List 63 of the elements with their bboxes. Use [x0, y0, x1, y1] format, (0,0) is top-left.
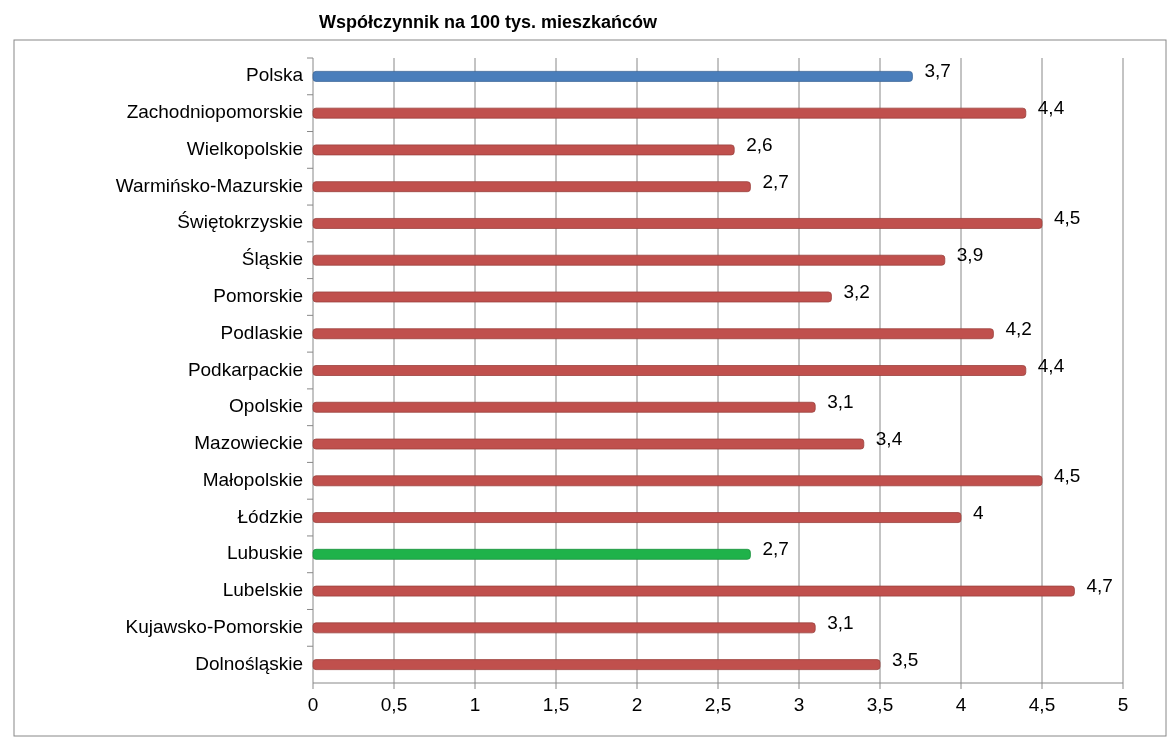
- y-tick-label: Świętokrzyskie: [177, 211, 303, 233]
- y-tick-label: Łódzkie: [237, 505, 303, 527]
- data-label: 3,7: [924, 60, 951, 82]
- x-tick-label: 2: [631, 694, 643, 715]
- data-label: 4: [973, 501, 984, 523]
- bar: [312, 548, 751, 560]
- x-tick-label: 4,5: [1028, 694, 1056, 715]
- data-label: 4,5: [1054, 464, 1081, 486]
- x-tick-label: 0: [307, 694, 319, 715]
- bar: [312, 218, 1043, 229]
- data-label: 4,4: [1037, 354, 1065, 376]
- data-label: 3,1: [827, 611, 854, 633]
- bar: [312, 254, 946, 266]
- x-tick-label: 3,5: [866, 694, 894, 715]
- data-label: 3,5: [892, 648, 919, 670]
- data-label: 3,9: [956, 244, 984, 266]
- data-label: 2,7: [762, 170, 789, 192]
- x-tick-label: 4: [955, 694, 967, 715]
- bar: [312, 328, 994, 340]
- data-label: 2,6: [746, 133, 773, 155]
- y-tick-label: Podlaskie: [220, 321, 303, 343]
- y-tick-label: Małopolskie: [202, 468, 303, 490]
- data-label: 4,7: [1086, 575, 1113, 597]
- bar: [312, 475, 1043, 487]
- x-tick-label: 5: [1117, 694, 1129, 715]
- chart-title: Współczynnik na 100 tys. mieszkańców: [318, 12, 659, 32]
- data-label: 3,2: [843, 280, 870, 302]
- bar: [312, 622, 816, 634]
- bar: [312, 438, 865, 450]
- y-tick-label: Dolnośląskie: [195, 652, 303, 674]
- bar: [312, 107, 1027, 119]
- data-label: 4,4: [1037, 97, 1065, 119]
- y-tick-label: Zachodniopomorskie: [126, 101, 303, 123]
- y-tick-label: Polska: [245, 64, 304, 86]
- y-tick-label: Pomorskie: [213, 284, 303, 306]
- y-tick-label: Mazowieckie: [194, 432, 303, 454]
- bar: [312, 659, 881, 671]
- bar: [312, 512, 962, 523]
- x-tick-label: 1: [469, 694, 481, 715]
- x-tick-label: 2,5: [704, 694, 732, 715]
- bar: [312, 181, 751, 193]
- y-tick-label: Kujawsko-Pomorskie: [125, 615, 303, 637]
- y-tick-label: Lubuskie: [226, 542, 303, 564]
- x-tick-label: 1,5: [542, 694, 570, 715]
- data-label: 4,5: [1054, 207, 1081, 229]
- y-tick-label: Opolskie: [229, 395, 303, 417]
- bar: [312, 365, 1027, 376]
- bar: [312, 401, 816, 413]
- bar: [312, 70, 913, 82]
- x-tick-label: 0,5: [380, 694, 408, 715]
- data-label: 3,4: [875, 428, 903, 450]
- bar: [312, 585, 1075, 597]
- y-tick-label: Wielkopolskie: [186, 137, 303, 159]
- y-tick-label: Lubelskie: [222, 579, 303, 601]
- x-tick-label: 3: [793, 694, 805, 715]
- data-label: 2,7: [762, 538, 789, 560]
- y-tick-label: Warmińsko-Mazurskie: [115, 174, 303, 196]
- bar: [312, 291, 832, 303]
- bar: [312, 144, 735, 156]
- data-label: 3,1: [827, 391, 854, 413]
- data-label: 4,2: [1005, 317, 1032, 339]
- y-tick-label: Śląskie: [241, 248, 303, 270]
- y-tick-label: Podkarpackie: [187, 358, 303, 380]
